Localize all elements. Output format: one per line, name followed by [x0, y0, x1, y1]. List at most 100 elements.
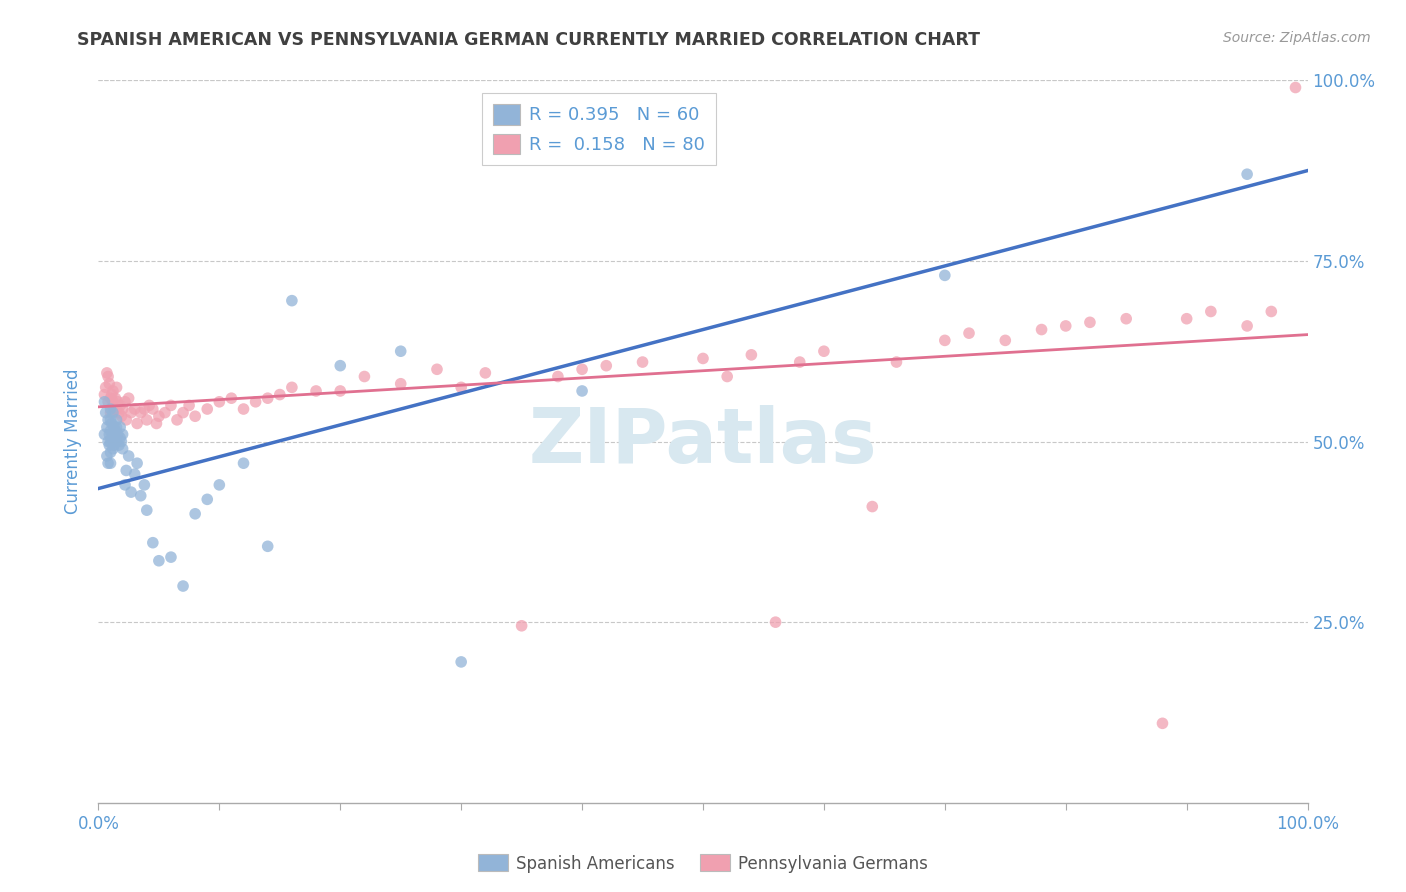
Point [813, 344, 835, 359]
Legend: R = 0.395   N = 60, R =  0.158   N = 80: R = 0.395 N = 60, R = 0.158 N = 80 [482, 93, 716, 165]
Point [135, 413, 157, 427]
Point [353, 369, 375, 384]
Point [120, 485, 142, 500]
Point [1031, 322, 1053, 336]
Point [450, 655, 472, 669]
Point [127, 417, 149, 431]
Point [114, 478, 136, 492]
Point [142, 402, 165, 417]
Y-axis label: Currently Married: Currently Married [65, 368, 83, 515]
Point [1284, 80, 1306, 95]
Point [100, 406, 122, 420]
Point [245, 394, 267, 409]
Point [134, 402, 156, 417]
Point [105, 380, 128, 394]
Point [571, 362, 593, 376]
Point [179, 398, 201, 412]
Point [172, 406, 194, 420]
Point [281, 380, 304, 394]
Point [195, 492, 218, 507]
Point [107, 394, 129, 409]
Legend: Spanish Americans, Pennsylvania Germans: Spanish Americans, Pennsylvania Germans [471, 847, 935, 880]
Point [101, 384, 124, 398]
Point [108, 438, 131, 452]
Point [107, 427, 129, 442]
Point [166, 413, 188, 427]
Point [103, 420, 125, 434]
Point [208, 394, 231, 409]
Point [101, 394, 124, 409]
Point [269, 387, 291, 401]
Point [98, 427, 121, 442]
Point [184, 409, 207, 424]
Point [108, 406, 131, 420]
Point [765, 615, 787, 630]
Point [153, 406, 176, 420]
Point [100, 431, 122, 445]
Point [114, 394, 136, 409]
Point [789, 355, 811, 369]
Point [172, 579, 194, 593]
Point [1199, 304, 1222, 318]
Point [98, 438, 121, 452]
Point [115, 463, 138, 477]
Point [104, 431, 127, 445]
Point [1260, 304, 1282, 318]
Point [110, 409, 132, 424]
Point [1078, 315, 1101, 329]
Point [571, 384, 593, 398]
Point [450, 380, 472, 394]
Point [100, 402, 122, 417]
Point [389, 376, 412, 391]
Point [105, 434, 128, 449]
Point [145, 417, 167, 431]
Point [1236, 167, 1258, 181]
Point [105, 420, 128, 434]
Point [108, 420, 131, 434]
Point [474, 366, 496, 380]
Point [232, 402, 254, 417]
Point [101, 442, 124, 456]
Point [389, 344, 412, 359]
Point [115, 413, 138, 427]
Point [104, 424, 127, 438]
Point [93, 427, 115, 442]
Point [103, 438, 125, 452]
Point [329, 384, 352, 398]
Point [994, 334, 1017, 348]
Point [118, 391, 141, 405]
Point [111, 427, 134, 442]
Point [100, 456, 122, 470]
Point [120, 406, 142, 420]
Point [100, 413, 122, 427]
Point [96, 366, 118, 380]
Point [94, 406, 117, 420]
Point [93, 394, 115, 409]
Point [105, 402, 128, 417]
Text: ZIPatlas: ZIPatlas [529, 405, 877, 478]
Point [195, 402, 218, 417]
Point [96, 449, 118, 463]
Point [886, 355, 908, 369]
Point [100, 391, 122, 405]
Point [256, 539, 278, 553]
Point [100, 424, 122, 438]
Point [547, 369, 569, 384]
Point [101, 427, 124, 442]
Point [305, 384, 328, 398]
Point [148, 554, 170, 568]
Point [256, 391, 278, 405]
Point [97, 434, 120, 449]
Point [281, 293, 304, 308]
Point [138, 398, 160, 412]
Point [1152, 716, 1174, 731]
Point [1115, 311, 1137, 326]
Point [93, 387, 115, 401]
Point [100, 445, 122, 459]
Point [110, 434, 132, 449]
Point [103, 402, 125, 417]
Point [510, 619, 533, 633]
Point [692, 351, 714, 366]
Point [208, 478, 231, 492]
Point [97, 456, 120, 470]
